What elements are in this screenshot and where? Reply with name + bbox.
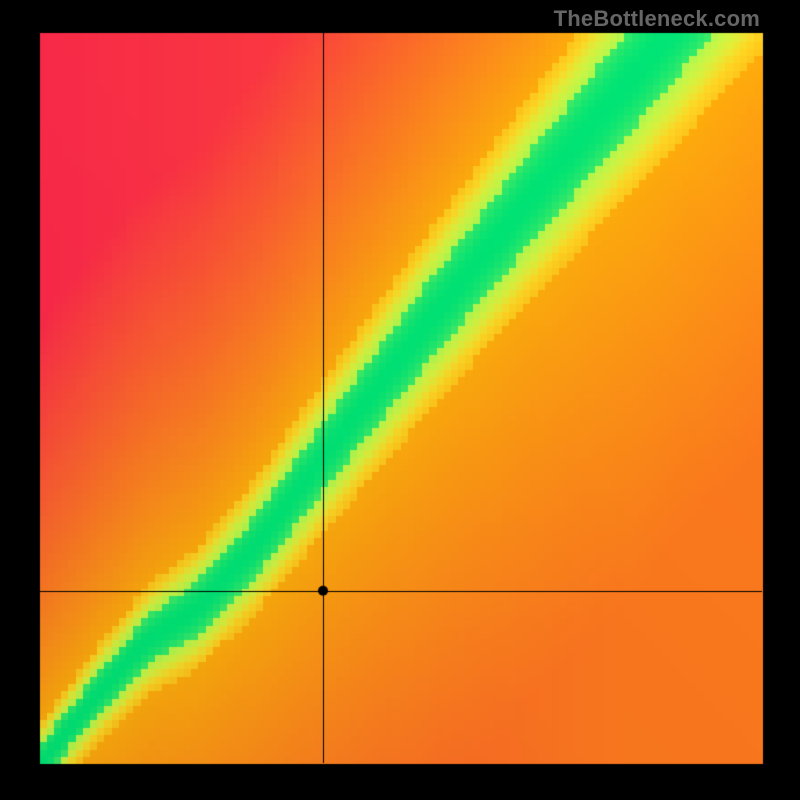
heatmap-canvas (0, 0, 800, 800)
chart-container: TheBottleneck.com (0, 0, 800, 800)
watermark-text: TheBottleneck.com (554, 6, 760, 32)
